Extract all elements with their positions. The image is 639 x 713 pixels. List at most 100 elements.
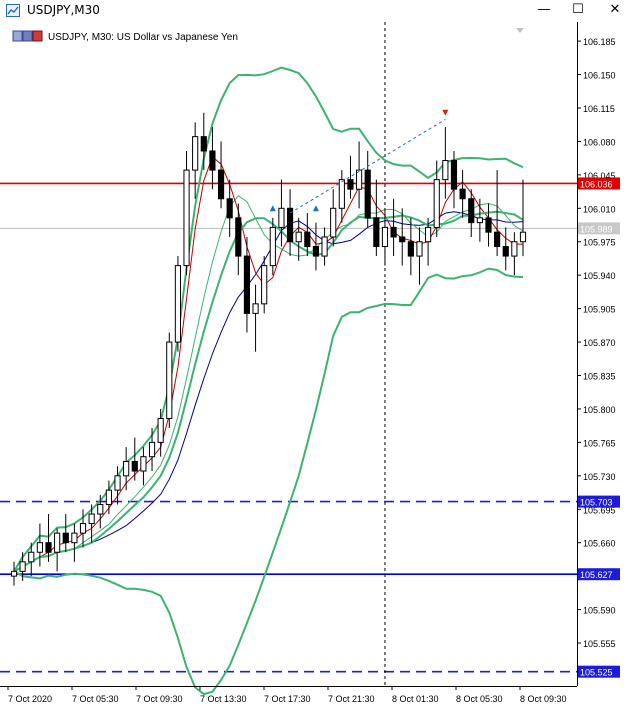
time-axis[interactable]: 7 Oct 2020 7 Oct 05:30 7 Oct 09:30 7 Oct 13… xyxy=(7,686,567,704)
bear-candle[interactable] xyxy=(226,198,233,219)
bear-candle[interactable] xyxy=(62,532,69,544)
bull-candle[interactable] xyxy=(355,169,363,190)
bear-candle[interactable] xyxy=(312,246,320,257)
price-tick-label: 105.905 xyxy=(583,305,616,315)
bull-candle[interactable] xyxy=(330,207,337,238)
bull-candle[interactable] xyxy=(261,265,268,305)
buy-arrow-icon[interactable] xyxy=(269,205,276,212)
time-tick-label: 8 Oct 05:30 xyxy=(456,694,503,704)
bull-candle[interactable] xyxy=(166,341,173,419)
time-tick-label: 8 Oct 09:30 xyxy=(520,694,567,704)
bull-candle[interactable] xyxy=(519,231,527,243)
price-tick-label: 106.010 xyxy=(583,204,616,214)
bull-candle[interactable] xyxy=(416,241,423,257)
bull-candle[interactable] xyxy=(71,532,78,544)
bear-candle[interactable] xyxy=(200,136,207,152)
time-tick-label: 7 Oct 21:30 xyxy=(328,694,375,704)
bear-candle[interactable] xyxy=(347,179,354,190)
bull-candle[interactable] xyxy=(252,303,259,314)
price-label-box xyxy=(578,495,620,508)
bull-candle[interactable] xyxy=(88,513,95,525)
bull-candle[interactable] xyxy=(123,460,130,477)
bull-candle[interactable] xyxy=(157,417,164,443)
price-tick-label: 105.730 xyxy=(583,472,616,482)
bear-candle[interactable] xyxy=(131,460,138,472)
bear-candle[interactable] xyxy=(399,236,406,243)
minimize-button[interactable]: — xyxy=(537,2,551,17)
price-tick-label: 105.870 xyxy=(583,338,616,348)
time-tick-label: 7 Oct 09:30 xyxy=(136,694,183,704)
price-label-box xyxy=(578,665,620,678)
bull-candle[interactable] xyxy=(79,523,87,534)
bull-candle[interactable] xyxy=(19,561,26,572)
bull-candle[interactable] xyxy=(114,475,121,491)
bear-candle[interactable] xyxy=(485,217,492,233)
bear-candle[interactable] xyxy=(209,150,216,171)
price-tick-label: 106.150 xyxy=(583,71,616,81)
buy-arrow-icon[interactable] xyxy=(312,205,319,212)
chart-header: USDJPY, M30: US Dollar vs Japanese Yen xyxy=(12,30,238,43)
bull-candle[interactable] xyxy=(36,542,43,553)
bull-candle[interactable] xyxy=(183,169,190,267)
bull-candle[interactable] xyxy=(148,441,156,458)
bear-candle[interactable] xyxy=(407,241,414,257)
price-axis[interactable]: 106.185106.150106.115106.080106.045106.0… xyxy=(577,37,616,649)
bear-candle[interactable] xyxy=(502,246,509,257)
price-label-text: 105.703 xyxy=(580,498,613,508)
bull-candle[interactable] xyxy=(295,231,302,243)
time-tick-label: 7 Oct 2020 xyxy=(8,694,52,704)
bear-candle[interactable] xyxy=(45,542,52,553)
bear-candle[interactable] xyxy=(243,255,251,314)
price-tick-label: 106.045 xyxy=(583,171,616,181)
chart-shift-marker[interactable] xyxy=(516,28,524,33)
bull-candle[interactable] xyxy=(425,226,432,243)
bear-candle[interactable] xyxy=(494,231,501,248)
price-label-box xyxy=(578,222,620,235)
bear-candle[interactable] xyxy=(373,217,380,248)
price-tick-label: 105.695 xyxy=(583,505,616,515)
bull-candle[interactable] xyxy=(54,532,61,553)
bear-candle[interactable] xyxy=(364,169,371,219)
bull-candle[interactable] xyxy=(511,241,518,257)
bear-candle[interactable] xyxy=(217,169,225,200)
bull-candle[interactable] xyxy=(338,179,345,209)
time-tick-label: 7 Oct 17:30 xyxy=(264,694,311,704)
bear-candle[interactable] xyxy=(390,226,397,238)
bear-candle[interactable] xyxy=(459,188,466,200)
chart-area[interactable]: USDJPY, M30: US Dollar vs Japanese Yen 1… xyxy=(0,22,639,713)
chart-window-icon xyxy=(12,30,23,42)
chart-window-icon-3 xyxy=(32,30,43,42)
sell-arrow-icon[interactable] xyxy=(442,109,449,116)
bull-candle[interactable] xyxy=(278,207,285,228)
bear-candle[interactable] xyxy=(235,217,242,257)
bull-candle[interactable] xyxy=(10,570,18,577)
close-button[interactable]: ✕ xyxy=(609,2,621,17)
bull-candle[interactable] xyxy=(192,136,199,171)
bull-candle[interactable] xyxy=(381,226,389,248)
bull-candle[interactable] xyxy=(433,179,440,228)
price-tick-label: 106.115 xyxy=(583,104,615,114)
price-label-text: 105.989 xyxy=(580,224,613,234)
bull-candle[interactable] xyxy=(97,503,104,515)
bull-candle[interactable] xyxy=(442,160,449,181)
bear-candle[interactable] xyxy=(468,198,475,224)
bear-candle[interactable] xyxy=(304,231,311,248)
bull-candle[interactable] xyxy=(28,551,35,563)
bull-candle[interactable] xyxy=(174,265,182,343)
price-tick-label: 105.800 xyxy=(583,405,616,415)
bear-candle[interactable] xyxy=(286,207,294,243)
maximize-button[interactable]: ☐ xyxy=(572,2,584,17)
bear-candle[interactable] xyxy=(450,160,458,190)
bull-candle[interactable] xyxy=(321,236,328,257)
price-chart[interactable]: USDJPY, M30: US Dollar vs Japanese Yen 1… xyxy=(0,22,639,713)
trend-line[interactable] xyxy=(289,119,446,214)
candles xyxy=(10,112,527,586)
bull-candle[interactable] xyxy=(269,226,276,267)
bull-candle[interactable] xyxy=(140,456,147,472)
chart-app-icon xyxy=(6,4,20,17)
price-tick-label: 105.835 xyxy=(583,371,616,381)
price-label-text: 106.036 xyxy=(580,179,613,189)
bull-candle[interactable] xyxy=(105,489,112,505)
bull-candle[interactable] xyxy=(476,217,483,224)
time-tick-label: 7 Oct 05:30 xyxy=(72,694,119,704)
